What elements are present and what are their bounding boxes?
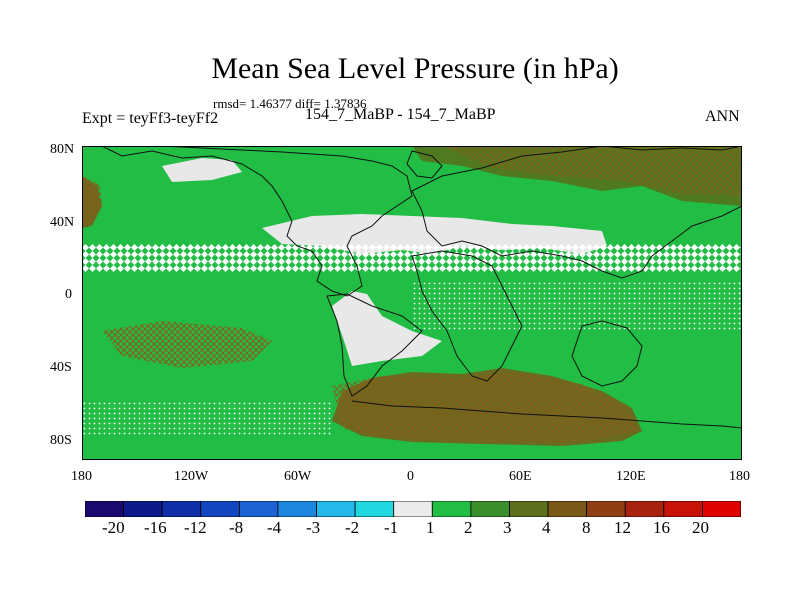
crosshatch-west: [82, 174, 102, 226]
colorbar-cell: [431, 501, 472, 517]
coastline-australia: [571, 320, 643, 387]
colorbar-cell: [354, 501, 395, 517]
lon-label-60w: 60W: [284, 469, 312, 484]
coastlines: [101, 146, 742, 429]
colorbar-label: -8: [229, 518, 244, 537]
colorbar-label: 8: [582, 518, 591, 537]
crosshatch-southern: [332, 372, 637, 442]
neutral-region-africa: [332, 291, 442, 366]
colorbar-label: 16: [653, 518, 670, 537]
coastline-eurasia: [411, 146, 742, 279]
colorbar-cell: [470, 501, 510, 517]
colorbar-label: 4: [542, 518, 551, 537]
dot-band-south: [82, 401, 332, 436]
colorbar-cell: [316, 501, 356, 517]
colorbar-cell: [702, 501, 741, 517]
lon-label-60e: 60E: [509, 469, 532, 484]
colorbar-cell: [200, 501, 240, 517]
colorbar-label: 3: [503, 518, 512, 537]
colorbar-cell: [85, 501, 124, 517]
dot-band-equatorial: [412, 281, 742, 331]
season-label: ANN: [705, 108, 740, 125]
lon-label-120e: 120E: [616, 469, 646, 484]
experiment-label: Expt = teyFf3-teyFf2: [82, 110, 219, 127]
lat-label-80n: 80N: [50, 142, 75, 157]
colorbar-label: -16: [144, 518, 167, 537]
colorbar-label: 20: [692, 518, 709, 537]
lat-label-40s: 40S: [50, 360, 72, 375]
colorbar-cell: [277, 501, 317, 517]
lon-label-120w: 120W: [174, 469, 209, 484]
map-frame: [82, 146, 742, 460]
colorbar-label: -20: [102, 518, 125, 537]
colorbar-cell: [393, 501, 433, 517]
lat-label-0: 0: [65, 287, 72, 302]
colorbar-label: -4: [267, 518, 282, 537]
white-hatch-band-north: [82, 244, 742, 272]
coastline-africa: [411, 250, 523, 382]
colorbar-cell: [238, 501, 279, 517]
lon-label-180w: 180: [71, 469, 92, 484]
colorbar-label: -3: [306, 518, 321, 537]
colorbar-cell: [161, 501, 202, 517]
subtitle: 154_7_MaBP - 154_7_MaBP: [305, 106, 496, 123]
lon-label-0: 0: [407, 469, 414, 484]
coastline-south-america: [326, 293, 423, 397]
neutral-region-arctic-west: [162, 158, 242, 182]
coastline-antarctica: [351, 400, 742, 429]
lon-label-180e: 180: [729, 469, 750, 484]
colorbar-cell: [547, 501, 588, 517]
colorbar-label: -12: [184, 518, 207, 537]
crosshatch-south-pacific: [102, 321, 272, 368]
colorbar-cell: [624, 501, 665, 517]
lat-label-80s: 80S: [50, 433, 72, 448]
colorbar-label: -1: [384, 518, 399, 537]
chart-title: Mean Sea Level Pressure (in hPa): [211, 52, 619, 85]
colorbar-cell: [123, 501, 163, 517]
colorbar-cell: [509, 501, 549, 517]
stats-line: rmsd= 1.46377 diff= 1.37836: [213, 96, 367, 111]
pressure-map: [82, 146, 742, 460]
colorbar-cell: [586, 501, 626, 517]
colorbar-label: 12: [614, 518, 631, 537]
coastline-greenland: [406, 150, 443, 179]
colorbar-label: 2: [464, 518, 473, 537]
colorbar-cell: [663, 501, 703, 517]
colorbar-label: 1: [426, 518, 435, 537]
crosshatch-arctic-east: [442, 146, 742, 196]
coastline-north-america: [101, 146, 413, 297]
colorbar-label: -2: [345, 518, 360, 537]
colorbar: [85, 501, 741, 517]
lat-label-40n: 40N: [50, 215, 75, 230]
